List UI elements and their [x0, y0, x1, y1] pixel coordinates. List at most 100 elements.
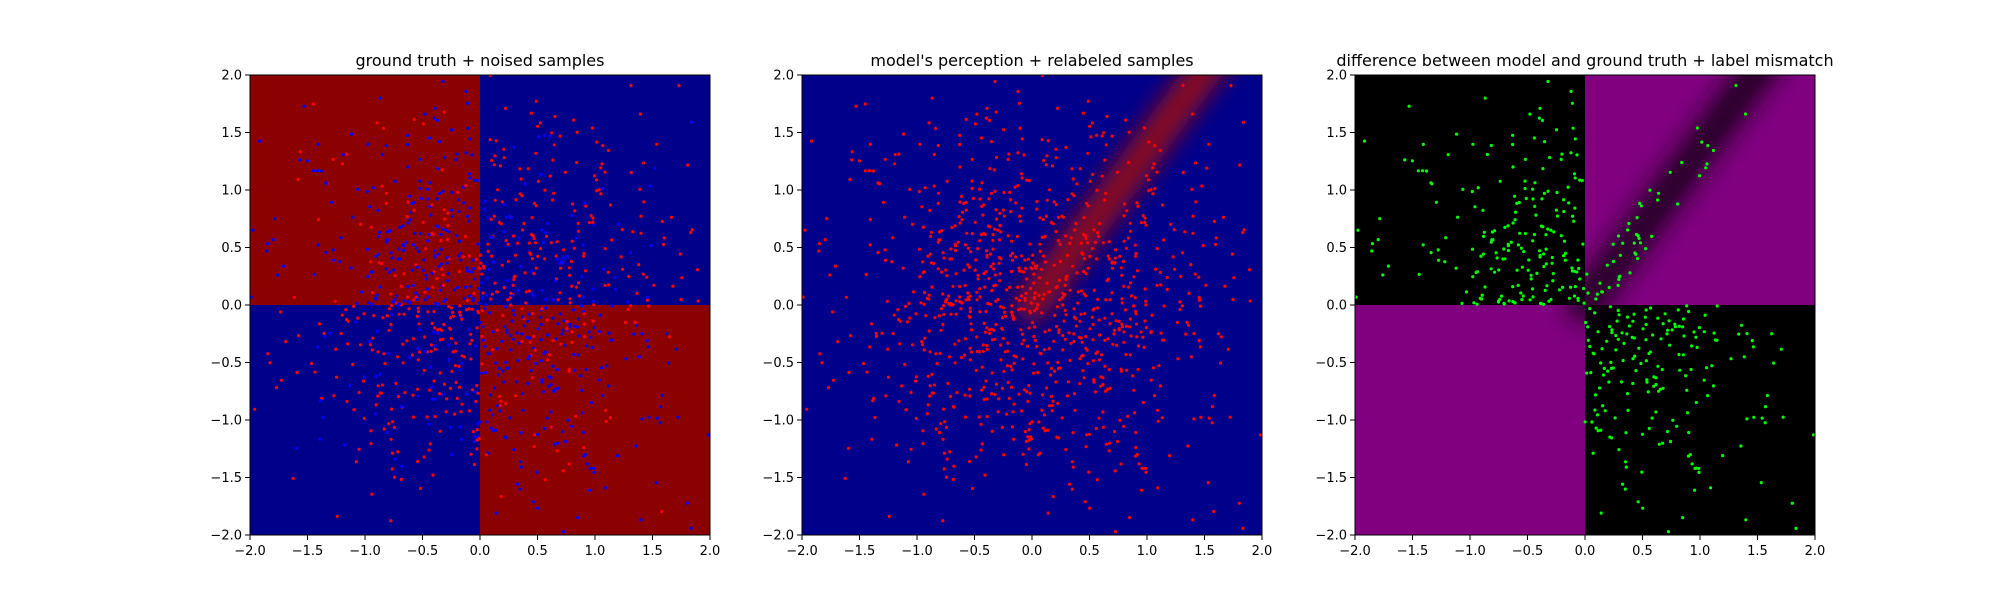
sample-point	[526, 357, 530, 361]
sample-point	[1021, 357, 1025, 361]
sample-point	[1043, 348, 1047, 352]
sample-point	[479, 253, 483, 257]
sample-point	[1106, 254, 1110, 258]
sample-point	[511, 234, 516, 238]
sample-point	[652, 283, 656, 287]
x-tick-label: 2.0	[700, 544, 721, 559]
sample-point	[462, 201, 466, 205]
sample-point	[604, 419, 608, 423]
sample-point	[975, 349, 979, 354]
sample-point	[470, 338, 474, 342]
sample-point	[929, 234, 933, 238]
sample-point	[503, 324, 507, 329]
sample-point	[335, 514, 339, 519]
sample-point	[809, 139, 814, 143]
sample-point	[473, 344, 478, 348]
sample-point	[553, 114, 557, 119]
sample-point	[983, 285, 987, 289]
sample-point	[1483, 285, 1487, 289]
sample-point	[1030, 267, 1034, 271]
sample-point	[396, 450, 400, 454]
sample-point	[369, 343, 373, 347]
sample-point	[1049, 220, 1054, 225]
sample-point	[1122, 239, 1126, 243]
sample-point	[928, 208, 932, 212]
sample-point	[929, 261, 933, 265]
sample-point	[868, 169, 872, 173]
sample-point	[980, 181, 984, 185]
sample-point	[1078, 357, 1082, 361]
sample-point	[408, 210, 413, 214]
sample-point	[1084, 445, 1088, 449]
sample-point	[568, 297, 572, 301]
sample-point	[488, 311, 492, 315]
sample-point	[1010, 425, 1015, 429]
sample-point	[1567, 296, 1571, 300]
sample-point	[884, 258, 888, 262]
sample-point	[464, 183, 468, 188]
sample-point	[1026, 399, 1030, 404]
sample-point	[1737, 332, 1741, 336]
sample-point	[655, 142, 659, 146]
sample-point	[407, 307, 411, 311]
sample-point	[1004, 288, 1009, 292]
sample-point	[417, 250, 421, 254]
sample-point	[627, 274, 631, 279]
sample-point	[1009, 209, 1013, 214]
sample-point	[1694, 400, 1698, 405]
sample-point	[1627, 324, 1631, 328]
sample-point	[488, 138, 492, 142]
sample-point	[1160, 338, 1165, 342]
sample-point	[581, 454, 586, 458]
sample-point	[595, 189, 599, 193]
sample-point	[524, 301, 528, 305]
sample-point	[1362, 139, 1367, 143]
sample-point	[660, 393, 665, 398]
sample-point	[589, 335, 593, 339]
sample-point	[1607, 380, 1611, 384]
sample-point	[500, 339, 504, 343]
sample-point	[1745, 332, 1749, 336]
sample-point	[540, 228, 544, 232]
sample-point	[316, 243, 320, 247]
sample-point	[1057, 331, 1061, 335]
sample-point	[1022, 153, 1026, 157]
sample-point	[1094, 426, 1098, 431]
sample-point	[645, 339, 649, 343]
sample-point	[476, 391, 480, 395]
sample-point	[369, 442, 373, 446]
sample-point	[1122, 284, 1126, 288]
sample-point	[523, 271, 527, 275]
sample-point	[1022, 388, 1027, 392]
sample-point	[966, 246, 971, 250]
x-tick-label: 1.5	[642, 544, 663, 559]
sample-point	[1001, 208, 1006, 212]
sample-point	[974, 455, 978, 459]
sample-point	[1593, 408, 1597, 412]
sample-point	[1008, 190, 1012, 194]
sample-point	[1522, 250, 1526, 254]
sample-point	[1204, 283, 1208, 287]
sample-point	[1549, 297, 1553, 302]
sample-point	[937, 314, 941, 318]
sample-point	[1132, 275, 1136, 279]
sample-point	[390, 451, 395, 455]
sample-point	[1086, 266, 1090, 270]
sample-point	[1033, 264, 1037, 268]
sample-point	[504, 360, 508, 364]
sample-point	[1108, 322, 1112, 326]
sample-point	[1681, 325, 1685, 329]
sample-point	[831, 310, 835, 314]
sample-point	[833, 264, 838, 268]
sample-point	[510, 319, 514, 323]
sample-point	[531, 312, 535, 316]
sample-point	[430, 321, 434, 325]
sample-point	[955, 391, 959, 395]
sample-point	[1097, 318, 1101, 322]
sample-point	[393, 475, 397, 479]
sample-point	[475, 326, 479, 330]
sample-point	[292, 295, 296, 299]
sample-point	[667, 361, 671, 365]
sample-point	[273, 217, 277, 221]
sample-point	[1128, 317, 1133, 321]
